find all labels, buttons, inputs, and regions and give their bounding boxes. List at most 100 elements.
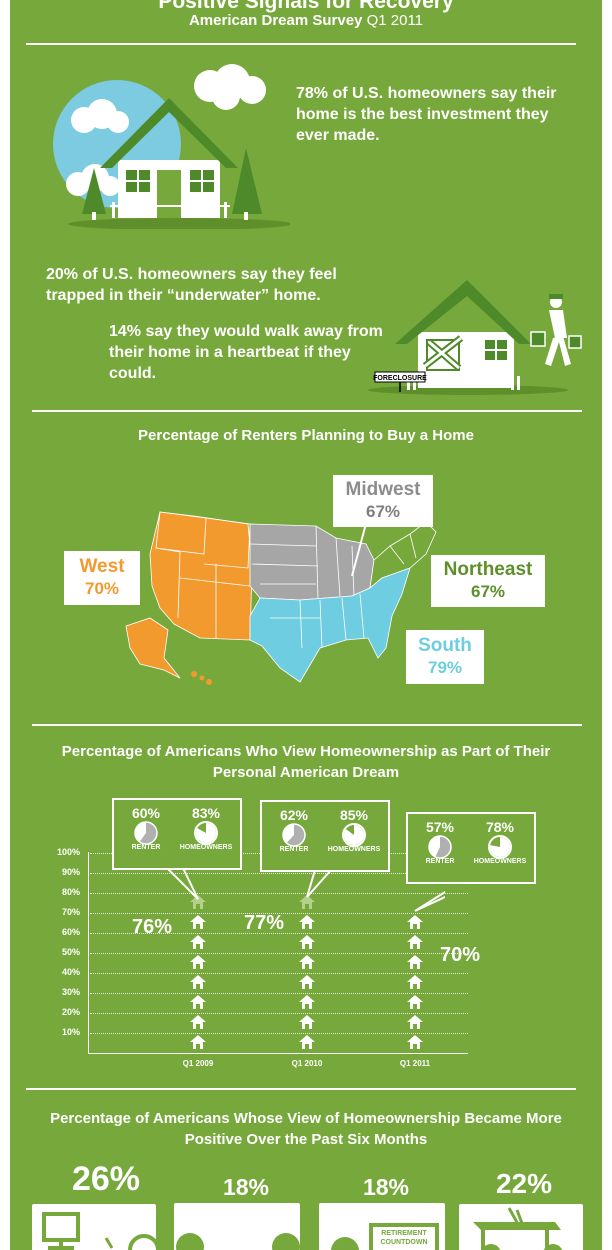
callout-pointer — [277, 869, 337, 906]
data-label: 76% — [132, 916, 173, 938]
homeowner-pie — [193, 820, 219, 851]
computer-icon — [42, 1212, 160, 1250]
x-tick-label: Q1 2009 — [182, 1059, 214, 1068]
divider — [26, 43, 576, 45]
region-midwest-value: 67% — [365, 502, 401, 521]
region-west-value: 70% — [84, 579, 120, 598]
gridline — [90, 873, 468, 874]
region-west: West 70% — [64, 551, 140, 605]
stat-walk-away: 14% say they would walk away from their … — [109, 323, 383, 382]
region-northeast: Northeast 67% — [431, 555, 545, 607]
gridline — [90, 993, 468, 994]
renter-percent: 57% — [425, 819, 455, 835]
homeowner-percent: 85% — [339, 807, 369, 823]
house-mark — [298, 1015, 316, 1034]
renter-pie — [133, 820, 159, 851]
y-tick-label: 50% — [61, 947, 80, 957]
stat-best-investment: 78% of U.S. homeowners say their home is… — [296, 85, 557, 144]
x-axis-line — [88, 1053, 468, 1054]
stat-trapped: 20% of U.S. homeowners say they feel tra… — [46, 266, 337, 304]
gridline — [90, 913, 468, 914]
subtitle-quarter: Q1 2011 — [366, 12, 424, 29]
card-value-4: 22% — [495, 1168, 553, 1199]
renter-percent: 60% — [131, 805, 161, 821]
divider — [26, 1088, 576, 1090]
card-retirement: RETIREMENT COUNTDOWN — [319, 1203, 445, 1250]
house-mark — [298, 935, 316, 954]
homeowner-percent: 83% — [191, 805, 221, 821]
foreclosure-sign: FORECLOSURE — [373, 375, 427, 382]
card-tech — [32, 1204, 160, 1250]
gridline — [90, 953, 468, 954]
callout-box: 57% 78% RENTER HOMEOWNERS — [406, 812, 536, 884]
house-mark — [406, 1035, 424, 1054]
renter-percent: 62% — [279, 807, 309, 823]
y-tick-label: 30% — [61, 987, 80, 997]
region-south-value: 79% — [427, 658, 463, 677]
gridline — [90, 893, 468, 894]
map-title: Percentage of Renters Planning to Buy a … — [138, 427, 474, 444]
retirement-countdown-text: RETIREMENT COUNTDOWN — [380, 1230, 428, 1246]
region-midwest: Midwest 67% — [333, 475, 433, 527]
x-tick-label: Q1 2011 — [399, 1059, 431, 1068]
y-axis-line — [88, 852, 89, 1054]
card-value-1: 26% — [71, 1160, 141, 1198]
renter-pie — [427, 834, 453, 865]
foreclosure-house-icon: FORECLOSURE — [368, 280, 582, 395]
house-mark — [189, 955, 207, 974]
house-mark — [189, 975, 207, 994]
y-tick-label: 20% — [61, 1007, 80, 1017]
subtitle-survey: American Dream Survey — [188, 12, 363, 29]
homeowners-label: HOMEOWNERS — [179, 844, 233, 851]
renter-pie — [281, 822, 307, 853]
x-tick-label: Q1 2010 — [291, 1059, 323, 1068]
gridline — [90, 973, 468, 974]
y-tick-label: 40% — [61, 967, 80, 977]
house-mark — [406, 975, 424, 994]
house-mark-partial — [189, 895, 207, 914]
y-tick-label: 80% — [61, 887, 80, 897]
region-northeast-name: Northeast — [443, 559, 533, 580]
homeowner-pie — [487, 834, 513, 865]
region-south-name: South — [418, 635, 472, 656]
region-west-name: West — [79, 556, 125, 577]
card-value-2: 18% — [222, 1174, 270, 1200]
house-mark — [406, 955, 424, 974]
y-tick-label: 10% — [61, 1027, 80, 1037]
house-mark — [406, 915, 424, 934]
house-icon — [53, 64, 290, 229]
region-midwest-name: Midwest — [345, 479, 421, 500]
region-northeast-value: 67% — [470, 582, 506, 601]
homeowner-percent: 78% — [485, 819, 515, 835]
y-tick-label: 100% — [56, 847, 80, 857]
house-mark — [189, 1015, 207, 1034]
infographic: Positive Signals for Recovery American D… — [10, 0, 602, 1250]
y-tick-label: 70% — [61, 907, 80, 917]
page-subtitle: American Dream Survey Q1 2011 — [10, 12, 602, 30]
retirement-icon — [331, 1223, 439, 1250]
house-mark — [298, 955, 316, 974]
golf-cart-icon — [473, 1207, 563, 1250]
y-tick-label: 60% — [61, 927, 80, 937]
renter-label: RENTER — [131, 844, 161, 851]
gridline — [90, 933, 468, 934]
divider — [32, 410, 582, 412]
data-label: 70% — [440, 944, 481, 966]
house-mark — [298, 1035, 316, 1054]
region-south: South 79% — [406, 630, 484, 684]
house-mark — [406, 995, 424, 1014]
homeowners-label: HOMEOWNERS — [473, 858, 527, 865]
data-label: 77% — [244, 912, 285, 934]
y-tick-label: 90% — [61, 867, 80, 877]
card-golf — [459, 1204, 583, 1250]
card-family — [174, 1203, 300, 1250]
house-mark — [189, 995, 207, 1014]
house-mark-partial — [298, 895, 316, 914]
renter-label: RENTER — [425, 858, 455, 865]
house-mark — [298, 975, 316, 994]
callout-box: 60% 83% RENTER HOMEOWNERS — [112, 798, 242, 870]
homeowners-label: HOMEOWNERS — [327, 846, 381, 853]
house-mark — [298, 995, 316, 1014]
page-title: Positive Signals for Recovery — [158, 0, 454, 13]
callout-box: 62% 85% RENTER HOMEOWNERS — [260, 800, 390, 872]
